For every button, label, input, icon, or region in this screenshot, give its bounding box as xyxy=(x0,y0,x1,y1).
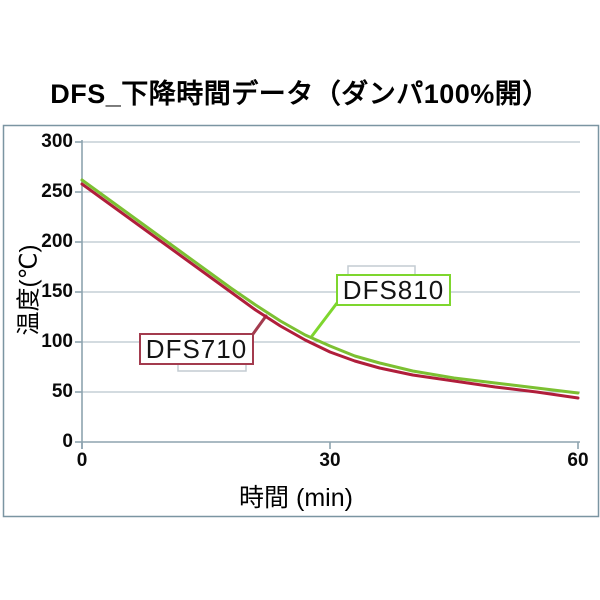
series-line-dfs810 xyxy=(80,178,580,395)
y-tick-label: 150 xyxy=(41,281,73,302)
series-callout-dfs810: DFS810 xyxy=(336,274,451,306)
callout-bracket xyxy=(347,265,416,277)
y-tick-label: 300 xyxy=(41,131,73,152)
callout-leader-line xyxy=(251,314,268,336)
callout-bracket xyxy=(177,363,247,372)
x-axis-title: 時間 (min) xyxy=(239,484,353,512)
y-tick-label: 0 xyxy=(62,431,73,452)
y-tick-label: 200 xyxy=(41,231,73,252)
y-tick-label: 50 xyxy=(51,381,73,402)
x-tick-label: 60 xyxy=(567,450,589,471)
x-tick-label: 30 xyxy=(319,450,341,471)
y-tick-label: 250 xyxy=(41,181,73,202)
x-tick-label: 0 xyxy=(76,450,88,471)
series-line-dfs710 xyxy=(80,182,580,400)
y-tick-label: 100 xyxy=(41,331,73,352)
callout-leader-line xyxy=(310,301,339,338)
chart-frame-border xyxy=(2,124,600,518)
chart-title: DFS_下降時間データ（ダンパ100%開） xyxy=(50,79,550,109)
series-callout-dfs710: DFS710 xyxy=(139,333,254,365)
